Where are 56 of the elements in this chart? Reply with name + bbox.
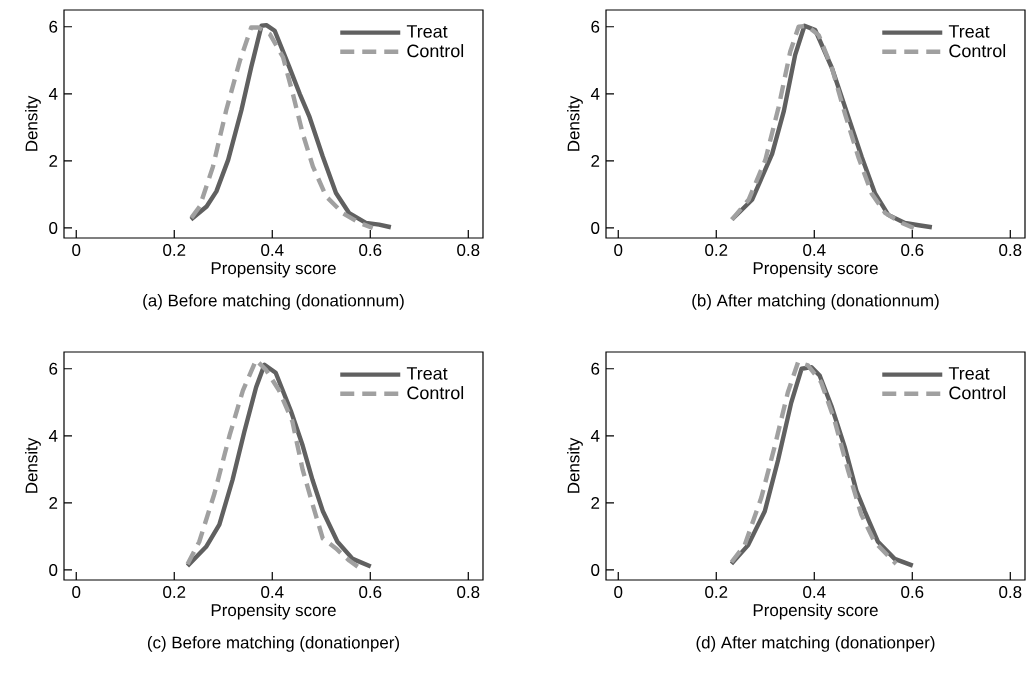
y-tick-label: 0: [591, 221, 600, 234]
x-axis-title: Propensity score: [211, 603, 336, 620]
text: (a) Before matching (donationnum): [143, 294, 404, 310]
y-tick-label: 6: [49, 362, 58, 375]
y-tick-label: 4: [590, 87, 600, 100]
legend-label: Treat: [948, 25, 990, 38]
x-tick-label: 0.6: [901, 586, 924, 599]
legend-label: Control: [949, 386, 1006, 400]
legend-label: Treat: [406, 25, 448, 38]
text: (b) After matching (donationnum): [692, 294, 939, 310]
y-tick-label: 4: [48, 87, 58, 100]
x-tick-label: 0: [72, 244, 81, 257]
x-tick-label: 0.2: [705, 244, 728, 257]
text: (c) Before matching (donationper): [147, 636, 400, 652]
x-tick-label: 0.8: [457, 586, 480, 599]
x-tick-label: 0: [72, 586, 81, 599]
legend-label: Control: [407, 386, 464, 400]
y-tick-label: 6: [591, 362, 600, 375]
x-tick-label: 0.4: [261, 244, 284, 257]
legend-label: Treat: [406, 367, 448, 380]
y-axis-title: Density: [567, 95, 583, 151]
x-axis-title: Propensity score: [753, 603, 878, 620]
legend-label: Control: [949, 44, 1006, 58]
x-axis-title: Propensity score: [211, 261, 336, 278]
legend-label: Treat: [948, 367, 990, 380]
x-tick-label: 0.8: [999, 586, 1022, 599]
y-tick-label: 6: [49, 20, 58, 33]
x-tick-label: 0.6: [359, 244, 382, 257]
x-tick-label: 0.4: [803, 586, 826, 599]
text: (d) After matching (donationper): [696, 636, 935, 652]
x-tick-label: 0.6: [901, 244, 924, 257]
y-tick-label: 2: [591, 496, 600, 509]
x-tick-label: 0.2: [705, 586, 728, 599]
x-axis-title: Propensity score: [753, 261, 878, 278]
y-tick-label: 4: [48, 429, 58, 442]
y-axis-title: Density: [25, 437, 41, 493]
x-tick-label: 0.4: [261, 586, 284, 599]
y-tick-label: 0: [591, 563, 600, 576]
x-tick-label: 0.2: [163, 244, 186, 257]
y-tick-label: 6: [591, 20, 600, 33]
y-tick-label: 2: [49, 154, 58, 167]
x-tick-label: 0.4: [803, 244, 826, 257]
y-axis-title: Density: [567, 437, 583, 493]
legend-label: Control: [407, 44, 464, 58]
y-tick-label: 2: [49, 496, 58, 509]
y-tick-label: 2: [591, 154, 600, 167]
x-tick-label: 0: [614, 586, 623, 599]
y-tick-label: 0: [49, 221, 58, 234]
x-tick-label: 0.8: [999, 244, 1022, 257]
y-tick-label: 0: [49, 563, 58, 576]
y-axis-title: Density: [25, 95, 41, 151]
y-tick-label: 4: [590, 429, 600, 442]
x-tick-label: 0: [614, 244, 623, 257]
x-tick-label: 0.6: [359, 586, 382, 599]
x-tick-label: 0.2: [163, 586, 186, 599]
x-tick-label: 0.8: [457, 244, 480, 257]
